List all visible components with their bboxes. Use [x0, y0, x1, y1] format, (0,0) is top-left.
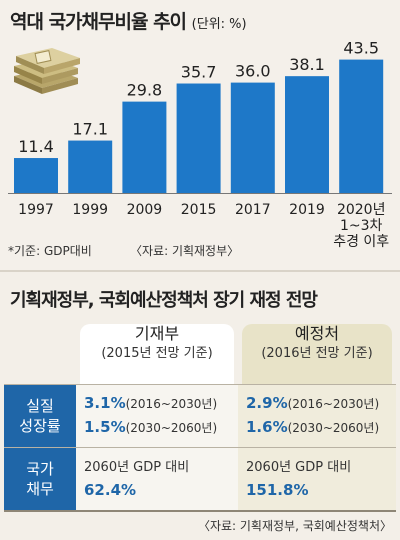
data-label: 36.0	[235, 62, 271, 81]
data-label: 35.7	[181, 63, 217, 82]
table-row-growth: 실질 성장률 3.1%(2016~2030년) 1.5%(2030~2060년)…	[4, 384, 396, 448]
column-sub: (2016년 전망 기준)	[261, 346, 373, 361]
bar-2017	[230, 82, 275, 193]
data-label: 17.1	[72, 120, 108, 139]
table-bottom-rule	[4, 510, 396, 512]
x-tick-label: 1~3차	[340, 218, 383, 234]
x-tick-label: 2020년	[337, 202, 386, 218]
bar-1997	[14, 158, 58, 193]
bar-2019	[285, 76, 329, 193]
x-tick-label: 2009	[127, 202, 163, 218]
column-name: 기재부	[134, 324, 180, 343]
chart-title: 역대 국가채무비율 추이 (단위: %)	[10, 7, 247, 34]
chart-title-text: 역대 국가채무비율 추이	[10, 11, 187, 33]
column-sub: (2015년 전망 기준)	[101, 346, 213, 361]
chart-note: *기준: GDP대비	[8, 244, 92, 258]
chart-unit: (단위: %)	[191, 17, 247, 32]
cell-debt-nabo: 2060년 GDP 대비 151.8%	[238, 447, 396, 510]
x-tick-label: 2017	[235, 202, 271, 218]
column-header-nabo: 예정처 (2016년 전망 기준)	[242, 324, 392, 384]
comparison-source: 〈자료: 기획재정부, 국회예산정책처〉	[197, 519, 392, 533]
x-tick-label: 1997	[18, 202, 54, 218]
x-tick-label: 1999	[72, 202, 108, 218]
bar-2009	[122, 101, 167, 193]
table-row-debt: 국가 채무 2060년 GDP 대비 62.4% 2060년 GDP 대비 15…	[4, 447, 396, 510]
x-tick-label: 2019	[289, 202, 325, 218]
data-label: 38.1	[289, 55, 325, 74]
column-header-mosf: 기재부 (2015년 전망 기준)	[80, 324, 234, 384]
bar-chart: 11.4 1997 17.1 1999 29.8 2009 35.7 2015 36.0 2017…	[8, 39, 392, 250]
comparison-title: 기획재정부, 국회예산정책처 장기 재정 전망	[10, 290, 318, 311]
data-label: 43.5	[343, 39, 379, 58]
data-label: 29.8	[127, 81, 163, 100]
bar-2020년 1~3차 추경 이후	[339, 59, 384, 193]
cell-growth-mosf: 3.1%(2016~2030년) 1.5%(2030~2060년)	[76, 384, 238, 448]
chart-source: 〈자료: 기획재정부〉	[130, 244, 240, 258]
column-name: 예정처	[294, 324, 340, 343]
row-label-growth: 실질 성장률	[4, 384, 76, 448]
data-label: 11.4	[18, 137, 54, 156]
cell-growth-nabo: 2.9%(2016~2030년) 1.6%(2030~2060년)	[238, 384, 396, 448]
section-divider	[0, 270, 400, 272]
cell-debt-mosf: 2060년 GDP 대비 62.4%	[76, 447, 238, 510]
table-header-row: 기재부 (2015년 전망 기준) 예정처 (2016년 전망 기준)	[4, 324, 396, 385]
bar-2015	[176, 83, 221, 193]
x-tick-label: 추경 이후	[333, 234, 389, 250]
x-tick-label: 2015	[181, 202, 217, 218]
comparison-table: 기재부 (2015년 전망 기준) 예정처 (2016년 전망 기준) 실질 성…	[4, 324, 396, 512]
bar-1999	[68, 140, 113, 193]
money-stack-icon	[14, 48, 80, 94]
row-label-debt: 국가 채무	[4, 447, 76, 510]
